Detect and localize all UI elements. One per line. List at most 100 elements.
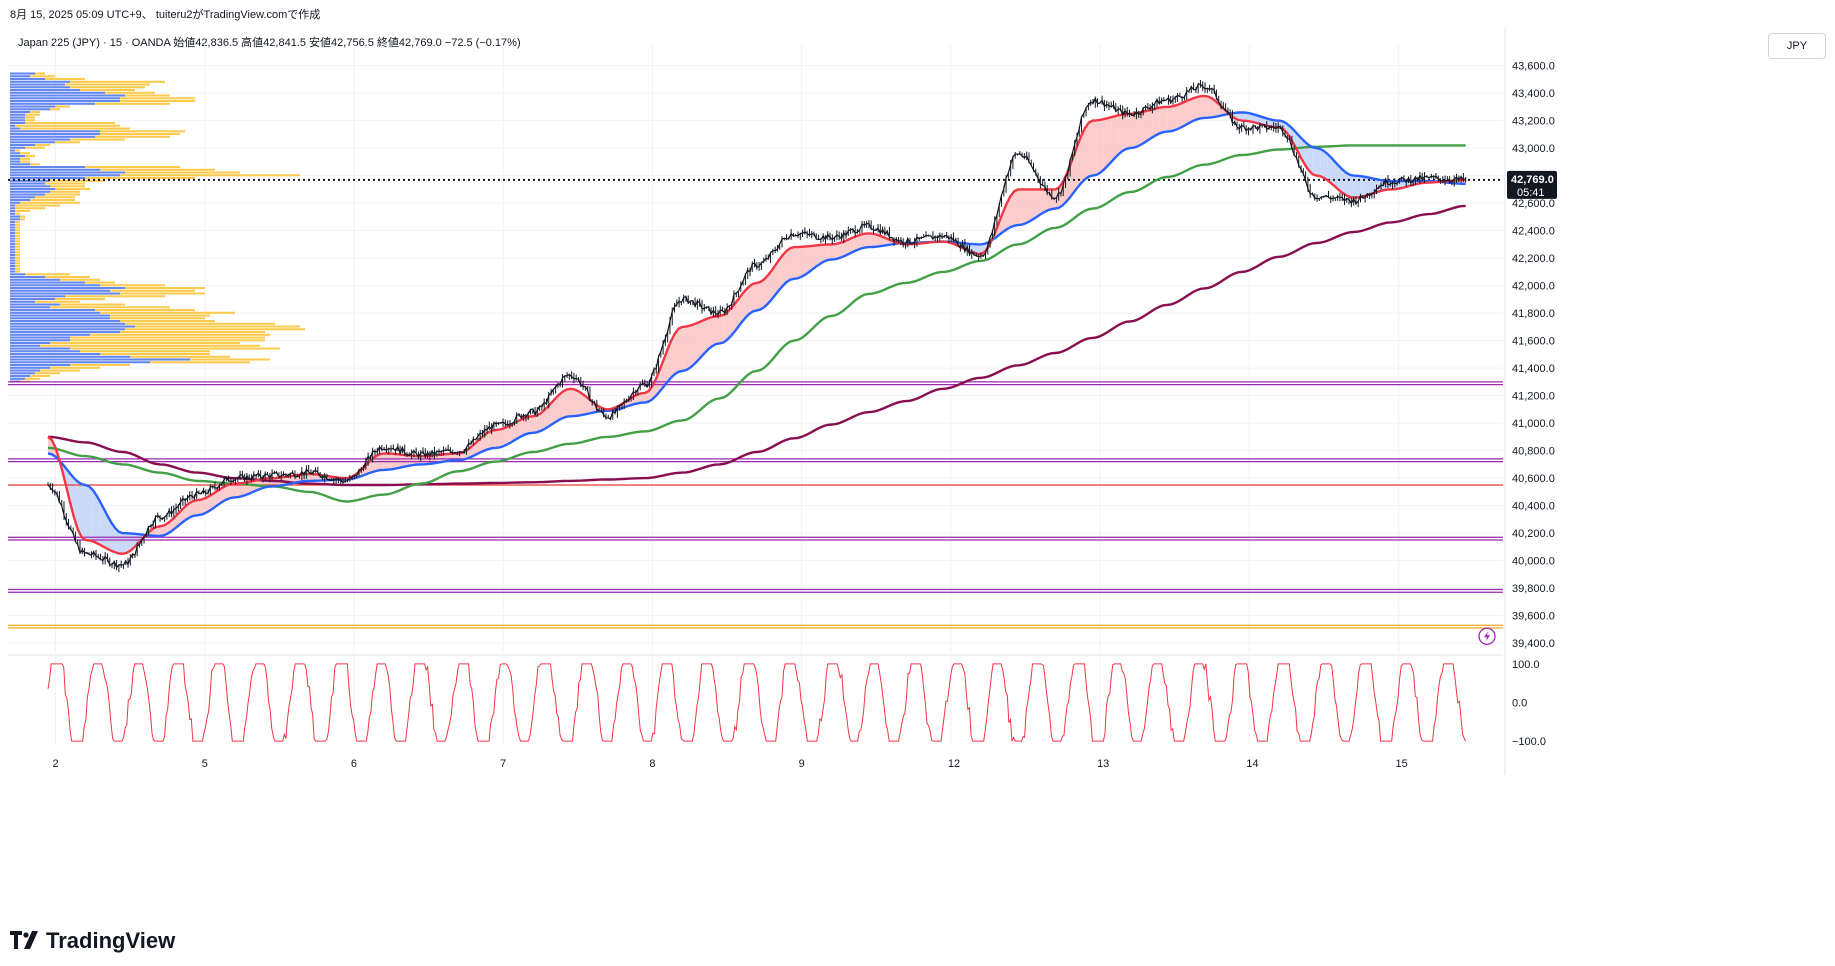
price-tick-label: 41,600.0 bbox=[1512, 336, 1555, 348]
vp-sell-bar bbox=[25, 119, 35, 122]
vp-sell-bar bbox=[95, 135, 170, 138]
ribbon-segment bbox=[704, 318, 709, 354]
vp-buy-bar bbox=[10, 229, 15, 232]
vp-sell-bar bbox=[125, 171, 240, 174]
ribbon-segment bbox=[1245, 112, 1250, 122]
ribbon-segment bbox=[656, 369, 660, 396]
oscillator-axis: 100.0 0.0 −100.0 bbox=[1512, 659, 1546, 748]
ribbon-segment bbox=[842, 240, 847, 257]
ribbon-segment bbox=[163, 523, 168, 536]
vp-sell-bar bbox=[120, 292, 205, 295]
ribbon-segment bbox=[760, 279, 765, 310]
ribbon-segment bbox=[1320, 148, 1324, 178]
vp-buy-bar bbox=[10, 270, 15, 273]
ribbon-segment bbox=[107, 516, 112, 551]
price-tick-label: 41,800.0 bbox=[1512, 308, 1555, 320]
grid-lines bbox=[8, 28, 1506, 775]
ribbon-segment bbox=[242, 482, 246, 497]
ribbon-segment bbox=[1156, 107, 1160, 136]
last-price-label: 42,769.0 bbox=[1511, 174, 1554, 186]
vp-sell-bar bbox=[120, 331, 265, 334]
vp-buy-bar bbox=[10, 336, 70, 339]
ribbon-segment bbox=[197, 499, 201, 516]
vp-sell-bar bbox=[120, 97, 195, 100]
vp-buy-bar bbox=[10, 185, 50, 188]
vp-buy-bar bbox=[10, 196, 35, 199]
vp-buy-bar bbox=[10, 309, 95, 312]
ribbon-segment bbox=[697, 321, 701, 362]
vp-buy-bar bbox=[10, 177, 85, 180]
ribbon-segment bbox=[204, 496, 209, 514]
ribbon-segment bbox=[1018, 189, 1022, 226]
ribbon-segment bbox=[689, 324, 694, 369]
price-tick-label: 40,600.0 bbox=[1512, 473, 1555, 485]
ribbon-segment bbox=[1021, 189, 1026, 225]
vp-sell-bar bbox=[60, 278, 100, 281]
ribbon-segment bbox=[186, 502, 190, 520]
ribbon-segment bbox=[409, 455, 414, 466]
vp-sell-bar bbox=[15, 124, 120, 127]
vp-sell-bar bbox=[55, 188, 90, 191]
ribbon-segment bbox=[865, 233, 869, 248]
ribbon-segment bbox=[570, 388, 575, 417]
ribbon-segment bbox=[1368, 177, 1373, 195]
ribbon-segment bbox=[1167, 106, 1171, 132]
ribbon-segment bbox=[103, 509, 108, 549]
ribbon-segment bbox=[510, 423, 515, 443]
vp-buy-bar bbox=[10, 193, 45, 196]
vp-sell-bar bbox=[70, 80, 165, 83]
time-tick-label: 2 bbox=[52, 758, 58, 770]
ribbon-segment bbox=[876, 234, 880, 247]
vp-buy-bar bbox=[10, 248, 15, 251]
ribbon-segment bbox=[421, 456, 425, 465]
vp-sell-bar bbox=[20, 127, 130, 130]
ribbon-segment bbox=[1137, 112, 1142, 147]
ribbon-segment bbox=[1092, 120, 1097, 176]
ribbon-segment bbox=[850, 237, 854, 254]
vp-buy-bar bbox=[10, 245, 15, 248]
ribbon-segment bbox=[1040, 189, 1045, 215]
vp-buy-bar bbox=[10, 97, 120, 100]
ribbon-segment bbox=[506, 425, 511, 445]
ribbon-segment bbox=[1115, 115, 1119, 158]
ribbon-segment bbox=[559, 391, 563, 420]
vp-buy-bar bbox=[10, 160, 20, 163]
vp-sell-bar bbox=[15, 259, 20, 262]
vp-buy-bar bbox=[10, 325, 135, 328]
price-tick-label: 41,200.0 bbox=[1512, 391, 1555, 403]
ribbon-segment bbox=[81, 484, 86, 540]
vp-buy-bar bbox=[10, 333, 90, 336]
ribbon-segment bbox=[715, 315, 720, 345]
symbol-legend[interactable]: Japan 225 (JPY) · 15 · OANDA 始値42,836.5 … bbox=[18, 37, 521, 49]
ribbon-segment bbox=[402, 454, 407, 468]
vp-sell-bar bbox=[80, 89, 135, 92]
vp-sell-bar bbox=[15, 245, 20, 248]
vp-buy-bar bbox=[10, 133, 100, 136]
currency-button[interactable]: JPY bbox=[1768, 33, 1826, 59]
vp-buy-bar bbox=[10, 163, 30, 166]
ribbon-segment bbox=[1141, 111, 1145, 145]
vp-buy-bar bbox=[10, 78, 45, 81]
ribbon-segment bbox=[227, 484, 231, 500]
ribbon-segment bbox=[872, 233, 877, 248]
vp-sell-bar bbox=[25, 146, 45, 149]
ribbon-segment bbox=[641, 392, 645, 403]
volume-profile bbox=[10, 72, 305, 383]
vp-buy-bar bbox=[10, 339, 70, 342]
ema-long-line bbox=[47, 204, 1466, 487]
ema-slow-line bbox=[47, 144, 1466, 503]
bar-countdown-label: 05:41 bbox=[1517, 187, 1545, 199]
vp-sell-bar bbox=[25, 113, 40, 116]
vp-sell-bar bbox=[105, 91, 155, 94]
vp-buy-bar bbox=[10, 372, 35, 375]
vp-buy-bar bbox=[10, 116, 25, 119]
time-tick-label: 8 bbox=[649, 758, 655, 770]
last-price-tag-bg bbox=[1507, 170, 1557, 199]
vp-sell-bar bbox=[30, 199, 75, 202]
vp-buy-bar bbox=[10, 174, 120, 177]
vp-buy-bar bbox=[10, 375, 30, 378]
lightning-icon[interactable] bbox=[1478, 627, 1496, 645]
tradingview-logo[interactable]: TradingView bbox=[10, 928, 175, 955]
